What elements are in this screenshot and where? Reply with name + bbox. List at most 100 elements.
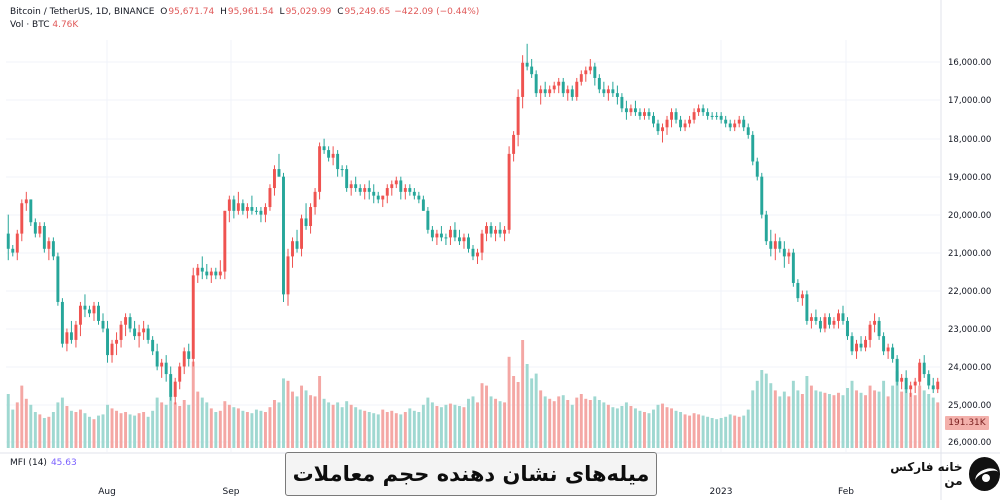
candle-body [160,362,164,367]
candle-body [327,150,331,158]
candle-body [507,153,511,230]
candle-body [846,320,849,337]
candle-body [196,267,200,276]
candle-body [385,188,389,196]
candle-body [800,294,804,299]
volume-bar [633,408,637,448]
volume-bar [254,409,258,448]
volume-bar [372,413,376,448]
candle-body [128,317,132,329]
volume-bar [480,383,484,448]
candle-body [832,320,836,325]
mfi-value: 45.63 [50,458,77,468]
volume-bar [110,408,114,448]
volume-bar [557,396,561,448]
volume-bar [295,396,299,448]
volume-bar [448,403,452,448]
candle-body [773,241,777,249]
candle-body [715,115,719,117]
candle-body [254,210,258,212]
volume-bar [128,414,132,448]
candle-body [512,134,516,154]
volume-bar [909,392,913,448]
brand-name: خانه فارکس من [890,460,963,488]
candle-body [191,275,195,359]
candle-body [597,77,601,90]
candle-body [778,241,782,249]
candle-body [809,317,813,321]
volume-bar [710,418,714,448]
candle-body [737,119,741,124]
candle-body [850,336,854,352]
ohlc-legend: Bitcoin / TetherUS, 1D, BINANCE O95,671.… [10,6,479,18]
volume-bar [715,419,719,448]
volume-bar [200,397,204,448]
volume-bar [561,395,565,448]
candle-body [814,317,818,321]
volume-bar [236,408,240,448]
volume-bar [507,356,511,448]
volume-bar [670,408,673,448]
volume-bar [471,396,475,448]
candle-body [503,229,507,234]
candle-body [372,191,376,196]
price-tick-label: 23,000.00 [948,325,991,335]
volume-bar [724,416,728,448]
volume-bar [11,409,15,448]
volume-bar [602,402,606,448]
volume-bar [597,400,601,448]
volume-bar [922,390,926,448]
candle-body [33,222,37,234]
candle-body [706,112,710,116]
candle-body [751,134,755,162]
candle-body [88,309,91,314]
candle-body [588,66,592,71]
candle-body [561,81,565,94]
volume-bar [390,410,394,448]
candle-body [151,339,155,352]
candle-body [593,66,597,78]
candle-body [661,127,664,132]
candle-body [78,305,82,325]
candle-body [6,233,10,249]
volume-bar [381,409,385,448]
volume-bar [300,385,304,448]
candle-body [187,351,191,359]
volume-bar [327,402,331,448]
candle-body [895,358,899,382]
volume-bar [642,412,646,448]
volume-bar [760,370,764,448]
volume-bar [859,392,863,448]
candle-body [692,112,696,120]
candle-body [354,184,358,189]
volume-bar [886,396,890,448]
mfi-indicator-label[interactable]: MFI (14) 45.63 [10,458,77,468]
volume-bar [827,394,831,448]
candle-body [931,385,935,390]
symbol-label[interactable]: Bitcoin / TetherUS, 1D, BINANCE [10,7,155,17]
candle-body [796,282,800,299]
candle-body [584,70,588,75]
volume-bar [435,406,439,448]
volume-bar [516,382,520,448]
candle-body [169,374,173,397]
candle-body [56,256,60,302]
candle-body [611,89,615,94]
low-value: 95,029.99 [285,7,332,17]
volume-bar [412,410,416,448]
volume-bar [146,416,150,448]
candle-body [697,108,701,113]
volume-bar [24,398,28,448]
candle-body [530,66,534,75]
volume-bar [15,402,19,448]
volume-bar [60,397,64,448]
candle-body [652,115,655,124]
volume-label[interactable]: Vol · BTC [10,20,50,30]
price-tick-label: 25,000.00 [948,401,991,411]
volume-bar [426,397,430,448]
volume-bar [882,380,886,448]
volume-bar [214,412,218,448]
volume-bar [349,404,353,448]
candle-body [679,119,683,128]
